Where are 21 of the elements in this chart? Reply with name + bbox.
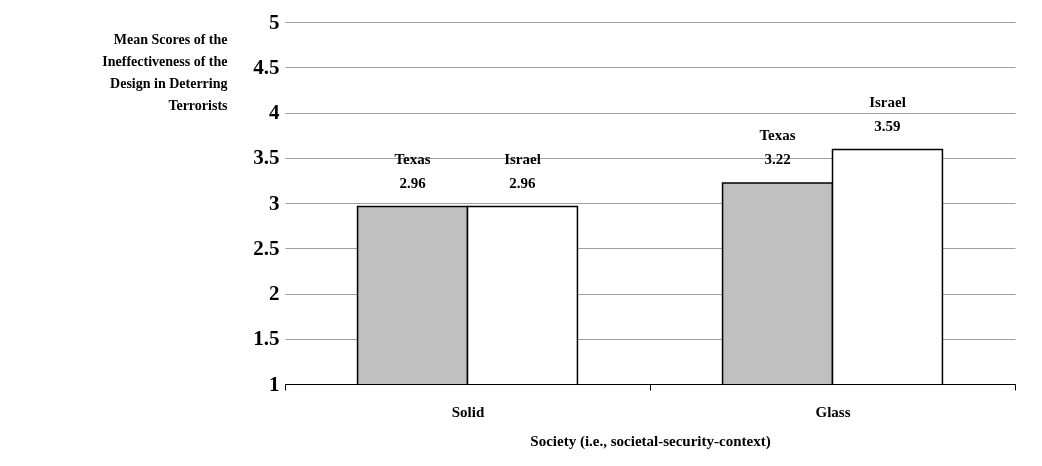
- x-tick-label: Solid: [451, 403, 485, 420]
- y-tick-label: 2: [269, 281, 280, 305]
- x-tick-label: Glass: [815, 403, 851, 420]
- text: Texas: [394, 150, 431, 167]
- data-label: 3.22: [764, 151, 791, 168]
- text: Israel: [869, 93, 906, 110]
- y-tick-label: 1.5: [253, 326, 280, 351]
- text: Israel: [504, 150, 541, 167]
- y-axis-title: Mean Scores of the Ineffectiveness of the Design in Deterring Terrorists: [102, 31, 229, 113]
- y-tick-label: 4: [269, 100, 280, 124]
- data-label: 2.96: [399, 174, 427, 191]
- y-tick-label: 2.5: [253, 235, 280, 260]
- data-label: 3.59: [874, 117, 901, 134]
- y-tick-label: 3.5: [253, 145, 280, 170]
- y-tick-label: 4.5: [253, 54, 280, 79]
- x-axis-title: Society (i.e., societal-security-context): [530, 432, 771, 450]
- data-label: 2.96: [509, 174, 537, 191]
- text: Texas: [759, 127, 796, 144]
- y-tick-label: 3: [269, 190, 280, 215]
- y-tick-label: 5: [269, 9, 280, 34]
- y-tick-label: 1: [269, 371, 280, 396]
